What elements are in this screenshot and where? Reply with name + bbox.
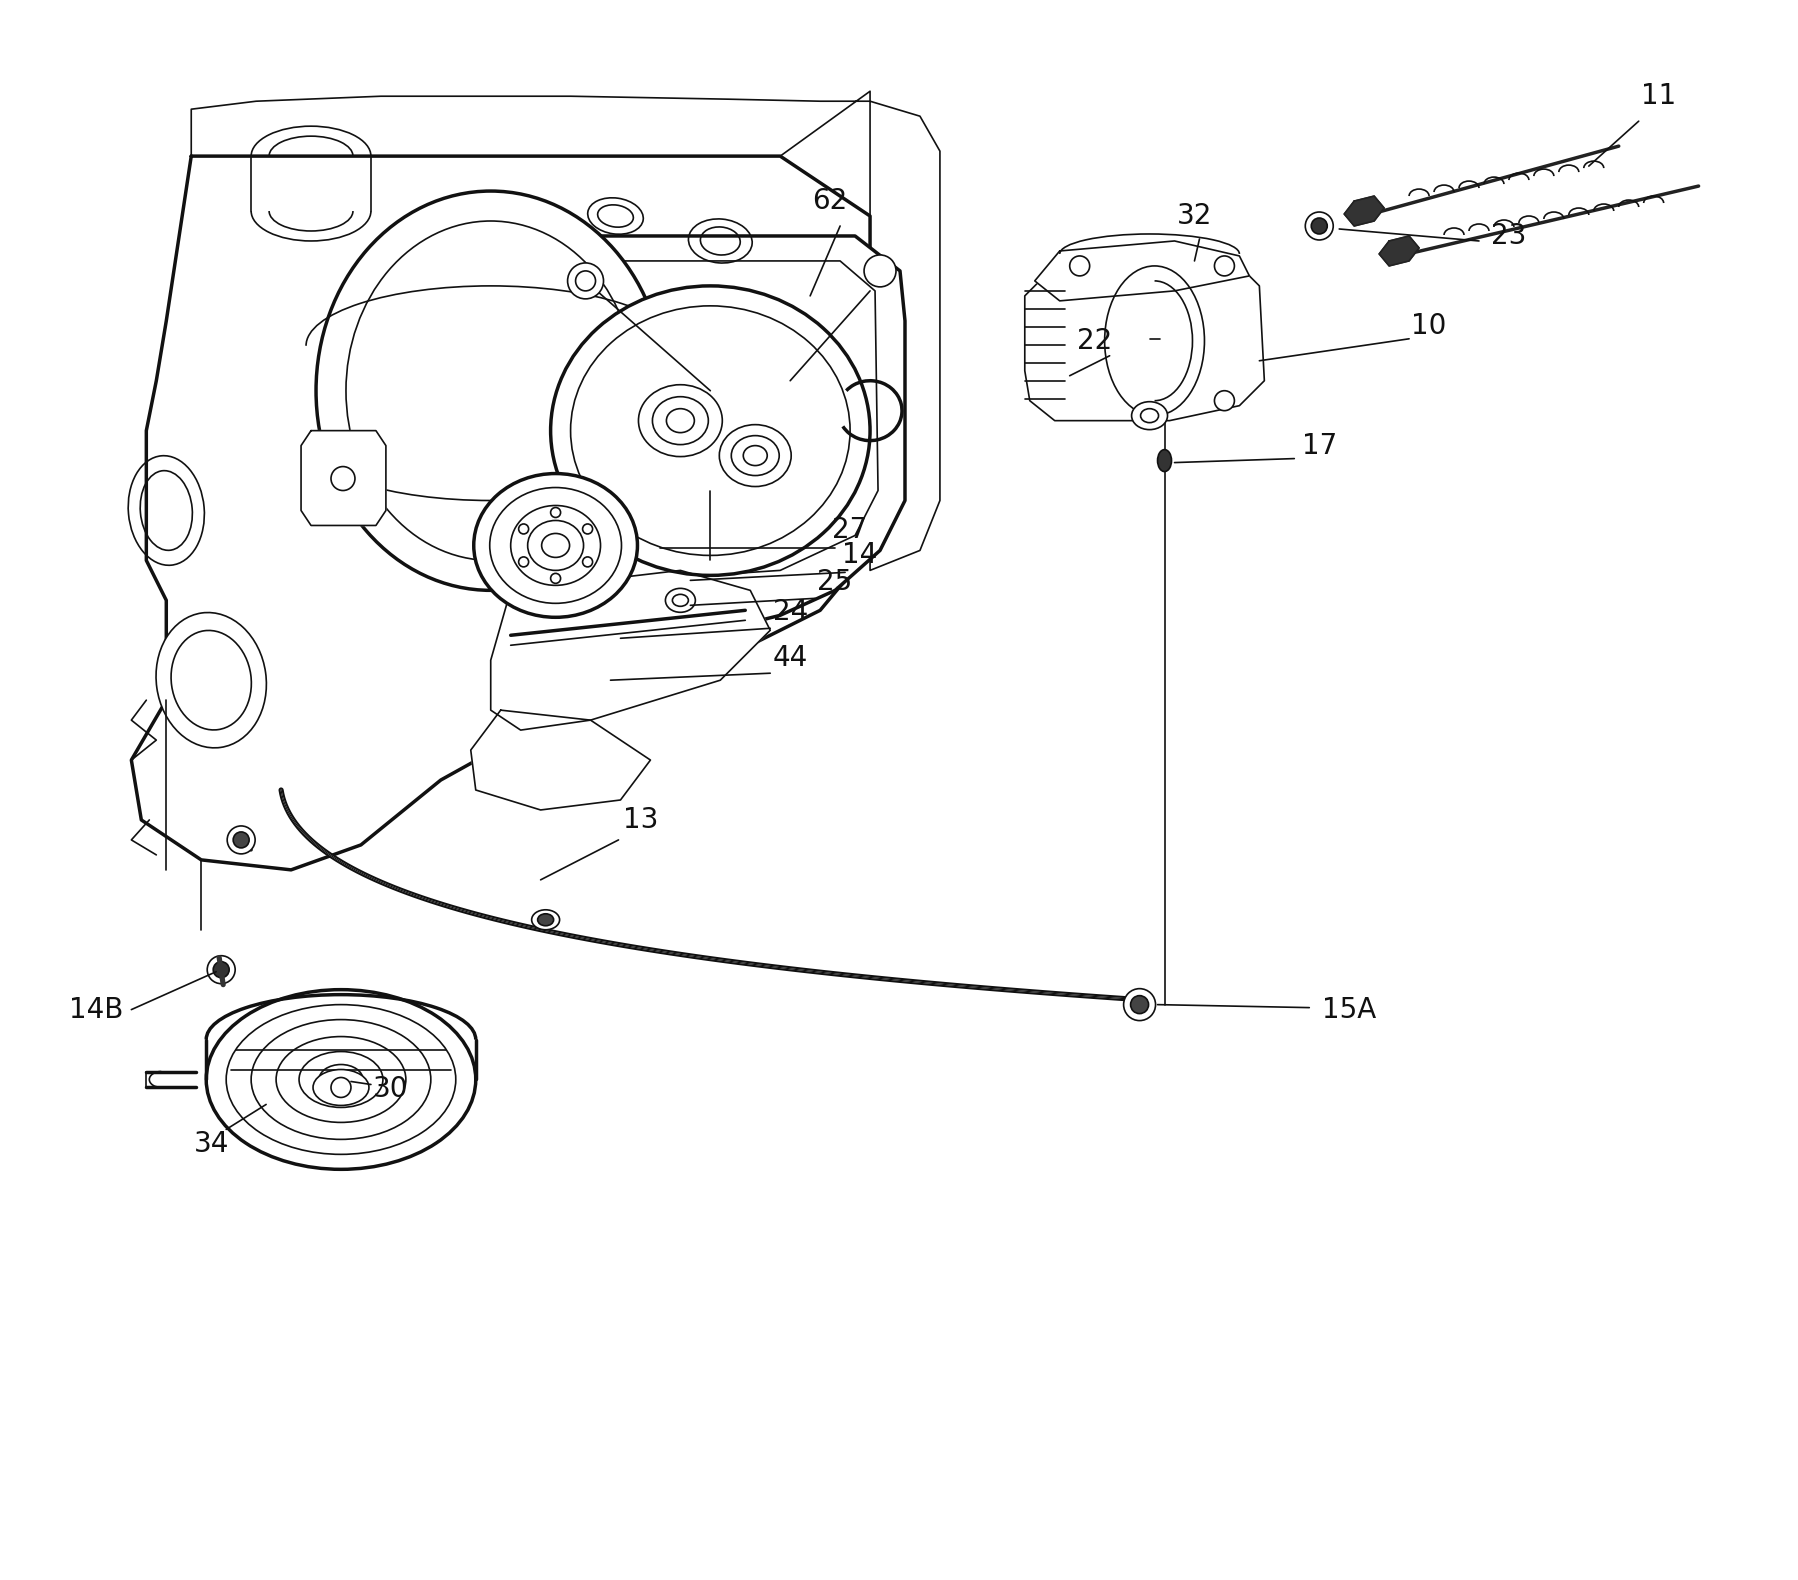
Circle shape: [550, 507, 561, 518]
Polygon shape: [131, 156, 870, 871]
Polygon shape: [1025, 251, 1264, 420]
Polygon shape: [471, 709, 651, 811]
Circle shape: [234, 833, 248, 848]
Polygon shape: [300, 431, 387, 526]
Ellipse shape: [345, 221, 635, 561]
Ellipse shape: [665, 588, 696, 613]
Ellipse shape: [653, 397, 708, 444]
Ellipse shape: [275, 1036, 406, 1122]
Circle shape: [583, 525, 592, 534]
Polygon shape: [870, 101, 939, 570]
Ellipse shape: [550, 286, 870, 575]
Ellipse shape: [1140, 409, 1158, 422]
Ellipse shape: [1156, 450, 1170, 471]
Text: 23: 23: [1491, 221, 1527, 250]
Polygon shape: [191, 92, 870, 156]
Ellipse shape: [318, 1065, 363, 1095]
Ellipse shape: [511, 506, 601, 585]
Text: 25: 25: [816, 569, 852, 596]
Circle shape: [331, 1078, 351, 1098]
Circle shape: [518, 525, 529, 534]
Text: 15A: 15A: [1322, 995, 1375, 1024]
Polygon shape: [1034, 242, 1248, 300]
Circle shape: [518, 556, 529, 567]
Text: 44: 44: [771, 645, 807, 672]
Circle shape: [227, 826, 255, 853]
Ellipse shape: [719, 425, 791, 487]
Ellipse shape: [298, 1052, 383, 1108]
Text: 34: 34: [194, 1130, 228, 1158]
Text: 24: 24: [771, 599, 807, 626]
Circle shape: [1305, 212, 1332, 240]
Ellipse shape: [227, 1005, 455, 1155]
Ellipse shape: [638, 384, 723, 457]
Ellipse shape: [570, 307, 850, 556]
Polygon shape: [1379, 235, 1419, 265]
Polygon shape: [491, 570, 770, 730]
Circle shape: [1311, 218, 1327, 234]
Polygon shape: [1343, 196, 1383, 226]
Ellipse shape: [473, 474, 636, 618]
Circle shape: [331, 466, 354, 490]
Ellipse shape: [541, 534, 570, 558]
Text: 17: 17: [1302, 431, 1336, 460]
Circle shape: [1124, 989, 1154, 1021]
Circle shape: [1070, 256, 1090, 276]
Text: 13: 13: [622, 806, 658, 834]
Circle shape: [539, 575, 572, 607]
Text: 62: 62: [813, 186, 847, 215]
Circle shape: [575, 270, 595, 291]
Ellipse shape: [1131, 401, 1167, 430]
Polygon shape: [500, 235, 904, 640]
Ellipse shape: [156, 613, 266, 747]
Circle shape: [214, 962, 228, 978]
Ellipse shape: [672, 594, 689, 607]
Ellipse shape: [316, 191, 665, 591]
Ellipse shape: [1104, 265, 1205, 416]
Circle shape: [1214, 256, 1233, 276]
Ellipse shape: [538, 913, 554, 926]
Text: 11: 11: [1640, 82, 1676, 111]
Ellipse shape: [207, 989, 475, 1169]
Text: 30: 30: [372, 1076, 408, 1103]
Circle shape: [568, 262, 602, 299]
Ellipse shape: [527, 520, 583, 570]
Ellipse shape: [313, 1070, 369, 1106]
Circle shape: [1214, 390, 1233, 411]
Text: 27: 27: [832, 517, 867, 545]
Circle shape: [1129, 995, 1147, 1014]
Circle shape: [863, 254, 895, 288]
Ellipse shape: [732, 436, 779, 476]
Circle shape: [583, 556, 592, 567]
Circle shape: [550, 574, 561, 583]
Ellipse shape: [665, 409, 694, 433]
Text: 32: 32: [1176, 202, 1212, 231]
Polygon shape: [530, 261, 877, 580]
Ellipse shape: [489, 488, 620, 604]
Ellipse shape: [532, 910, 559, 929]
Circle shape: [207, 956, 236, 984]
Text: 14: 14: [841, 542, 877, 569]
Text: 22: 22: [1077, 327, 1111, 356]
Circle shape: [547, 581, 565, 599]
Text: 10: 10: [1411, 311, 1446, 340]
Ellipse shape: [252, 1019, 430, 1139]
Text: 14B: 14B: [68, 995, 124, 1024]
Ellipse shape: [743, 446, 766, 466]
